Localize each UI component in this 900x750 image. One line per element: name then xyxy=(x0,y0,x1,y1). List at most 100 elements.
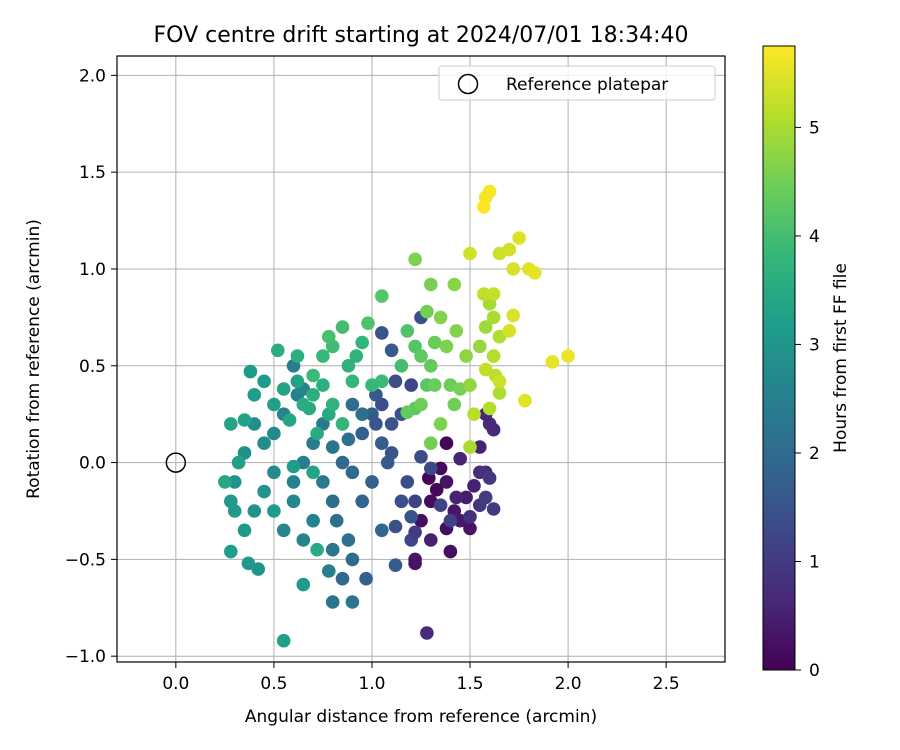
data-point xyxy=(420,626,434,640)
data-point xyxy=(306,368,320,383)
data-point xyxy=(355,335,370,350)
axes: 0.0 0.5 1.0 1.5 2.0 2.5 −1.0 −0.5 0.0 0.5 1.0 1.5 2.… xyxy=(65,55,726,694)
data-point xyxy=(424,436,438,451)
data-point xyxy=(384,343,399,358)
x-tick-label: 1.5 xyxy=(457,674,484,694)
data-point xyxy=(267,504,281,518)
data-point xyxy=(282,413,297,427)
data-point xyxy=(231,455,246,470)
data-point xyxy=(429,482,444,497)
data-point xyxy=(414,450,428,464)
data-point xyxy=(545,355,560,369)
data-point xyxy=(316,349,330,363)
data-point xyxy=(329,513,344,528)
data-point xyxy=(477,200,491,214)
data-point xyxy=(414,397,428,412)
y-tick-label: 0.5 xyxy=(79,357,106,377)
data-point xyxy=(420,304,434,319)
data-point xyxy=(325,494,340,509)
data-point xyxy=(286,494,301,509)
data-point xyxy=(518,393,532,408)
data-point xyxy=(506,262,520,276)
data-point xyxy=(341,359,356,373)
data-point xyxy=(345,397,360,412)
data-point xyxy=(388,374,403,389)
data-point xyxy=(369,417,383,431)
data-point xyxy=(306,465,320,480)
legend-marker-reference xyxy=(457,73,479,95)
x-tick-label: 0.5 xyxy=(260,674,287,694)
data-point xyxy=(404,378,419,392)
colorbar-tick-label: 5 xyxy=(809,118,820,138)
data-point xyxy=(478,362,493,377)
data-point xyxy=(424,277,438,292)
data-point xyxy=(224,544,238,559)
colorbar-tick-label: 4 xyxy=(809,227,820,247)
data-point xyxy=(404,510,419,524)
data-point xyxy=(467,479,481,493)
data-point xyxy=(257,484,271,499)
data-point xyxy=(473,339,487,354)
data-point xyxy=(335,571,350,586)
data-point xyxy=(276,382,291,396)
data-point xyxy=(341,533,356,547)
data-point xyxy=(427,335,442,350)
y-tick-label: 1.0 xyxy=(79,260,106,280)
data-point xyxy=(349,349,364,363)
colorbar-label: Hours from first FF file xyxy=(831,263,851,453)
legend: Reference platepar xyxy=(438,65,716,101)
data-point xyxy=(335,320,350,334)
data-point xyxy=(394,359,409,373)
data-point xyxy=(355,494,370,509)
colorbar-ticks: 0 1 2 3 4 5 xyxy=(795,118,820,681)
data-point xyxy=(528,266,542,280)
data-point xyxy=(408,525,422,540)
data-point xyxy=(345,465,360,480)
data-point xyxy=(375,374,389,389)
data-point xyxy=(433,310,448,325)
data-point xyxy=(447,277,462,292)
data-point xyxy=(427,378,442,392)
data-point xyxy=(394,494,409,509)
data-point xyxy=(322,329,336,344)
data-point xyxy=(296,577,311,592)
data-point xyxy=(276,523,291,538)
y-tick-label: 2.0 xyxy=(79,66,106,86)
data-point xyxy=(251,562,265,576)
data-point xyxy=(400,475,415,489)
data-point xyxy=(492,374,507,389)
data-point xyxy=(463,510,477,524)
data-point xyxy=(561,349,575,363)
data-point xyxy=(453,451,468,466)
colorbar-tick-label: 2 xyxy=(809,444,820,464)
data-point xyxy=(316,475,330,489)
colorbar-tick-label: 0 xyxy=(809,661,820,681)
data-point xyxy=(388,558,403,572)
data-point xyxy=(439,339,454,354)
data-point xyxy=(267,465,281,480)
data-point xyxy=(486,310,501,325)
data-point xyxy=(502,242,517,257)
reference-marker xyxy=(165,452,187,473)
data-point xyxy=(439,436,454,451)
data-point xyxy=(227,475,242,489)
data-point xyxy=(400,324,415,338)
data-point xyxy=(365,475,379,489)
data-point xyxy=(502,324,517,338)
data-point xyxy=(296,533,311,547)
data-point xyxy=(375,523,389,538)
data-point xyxy=(375,436,389,451)
data-point xyxy=(267,426,281,441)
x-tick-label: 0.0 xyxy=(162,674,189,694)
data-point xyxy=(486,349,501,363)
data-point xyxy=(443,544,458,559)
colorbar-tick-label: 1 xyxy=(809,552,820,572)
data-point xyxy=(276,633,291,648)
data-point xyxy=(414,349,428,363)
data-point xyxy=(335,455,350,470)
data-point xyxy=(257,436,271,451)
data-point xyxy=(492,386,507,400)
data-point xyxy=(375,289,389,303)
data-point xyxy=(316,378,330,392)
y-tick-label: 1.5 xyxy=(79,163,106,183)
